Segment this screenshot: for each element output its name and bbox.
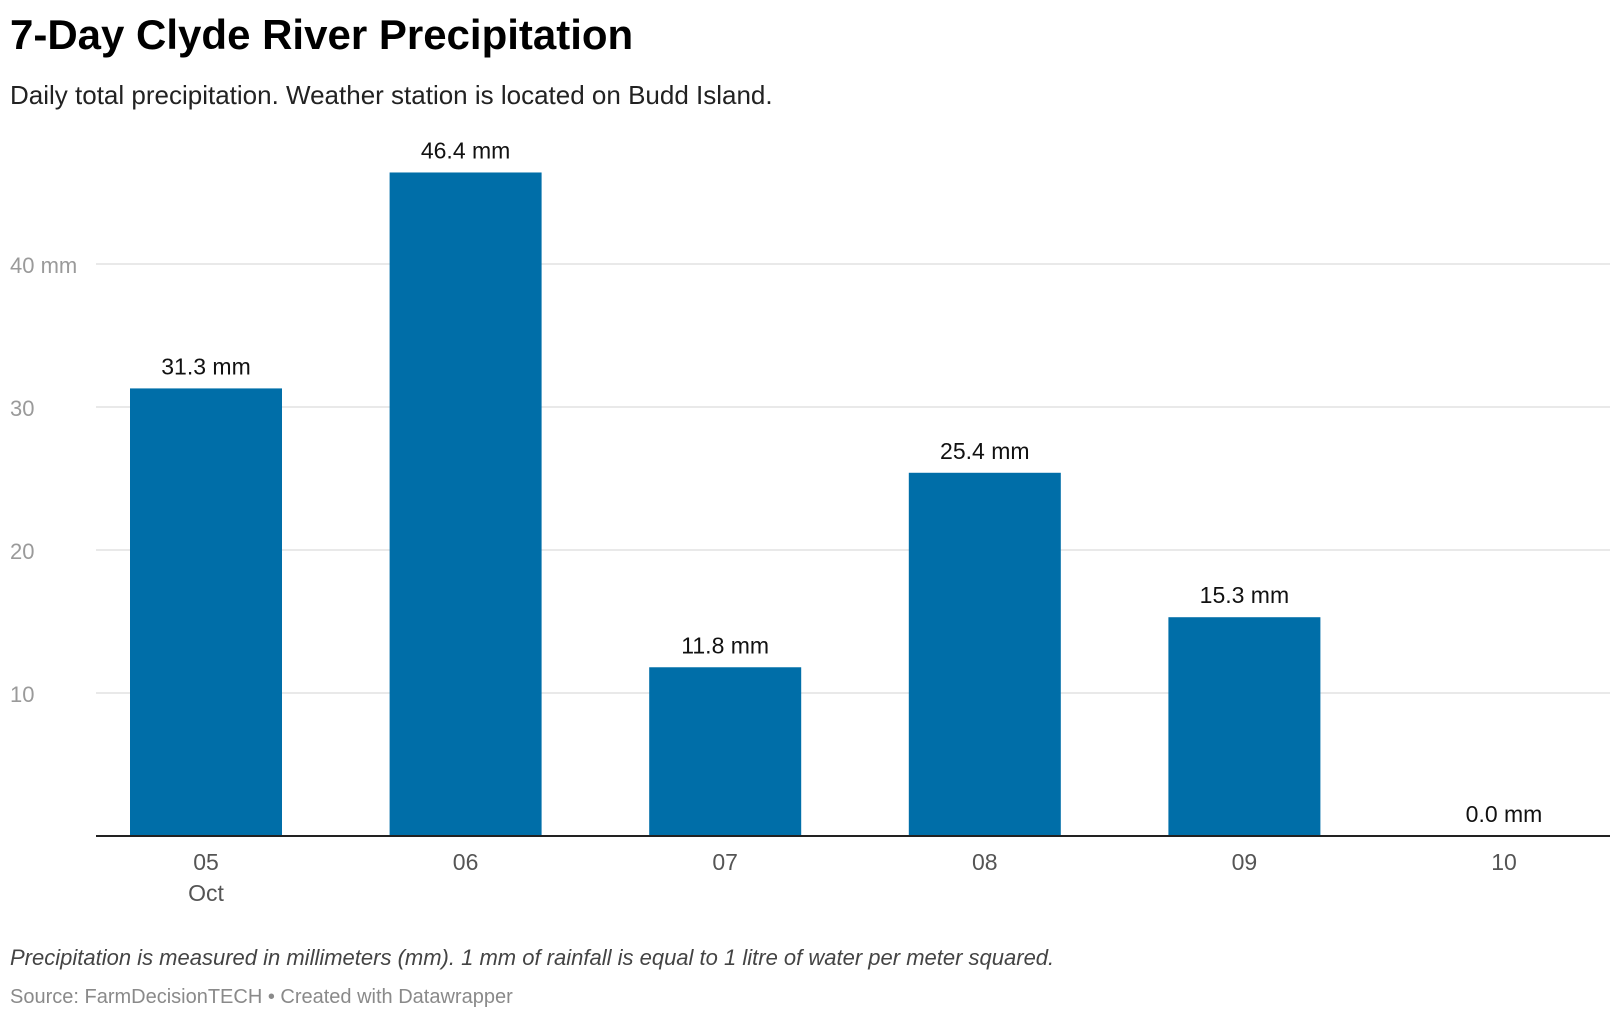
- value-label: 46.4 mm: [421, 137, 510, 163]
- value-label: 11.8 mm: [681, 632, 769, 658]
- value-label: 25.4 mm: [940, 438, 1029, 464]
- y-tick-label: 40 mm: [10, 253, 77, 278]
- x-tick-label: 05: [193, 849, 219, 875]
- value-labels: 31.3 mm 46.4 mm 11.8 mm 25.4 mm 15.3 mm 0.0 m…: [161, 137, 1542, 827]
- bar-06: [389, 172, 542, 837]
- y-tick-label: 10: [10, 682, 34, 707]
- chart-title: 7-Day Clyde River Precipitation: [10, 11, 634, 58]
- bar-09: [1168, 617, 1321, 836]
- chart-subtitle: Daily total precipitation. Weather stati…: [10, 80, 773, 110]
- value-label: 31.3 mm: [161, 353, 250, 379]
- bar-07: [649, 667, 802, 836]
- x-tick-label: 07: [712, 849, 738, 875]
- x-tick-label: 09: [1232, 849, 1258, 875]
- x-tick-label: 10: [1491, 849, 1517, 875]
- x-tick-label: 06: [453, 849, 479, 875]
- gridlines: [96, 263, 1610, 694]
- bars: [130, 172, 1321, 837]
- value-label: 15.3 mm: [1200, 582, 1289, 608]
- y-tick-label: 20: [10, 539, 34, 564]
- x-axis-ticks: 05 Oct 06 07 08 09 10: [188, 849, 1517, 906]
- bar-08: [908, 472, 1061, 836]
- x-tick-sublabel: Oct: [188, 880, 224, 906]
- source-credit: Source: FarmDecisionTECH • Created with …: [10, 986, 513, 1008]
- value-label: 0.0 mm: [1466, 801, 1543, 827]
- y-tick-label: 30: [10, 396, 34, 421]
- bar-05: [130, 388, 282, 836]
- footnote: Precipitation is measured in millimeters…: [10, 945, 1055, 970]
- y-axis-ticks: 10 20 30 40 mm: [10, 253, 77, 707]
- x-tick-label: 08: [972, 849, 998, 875]
